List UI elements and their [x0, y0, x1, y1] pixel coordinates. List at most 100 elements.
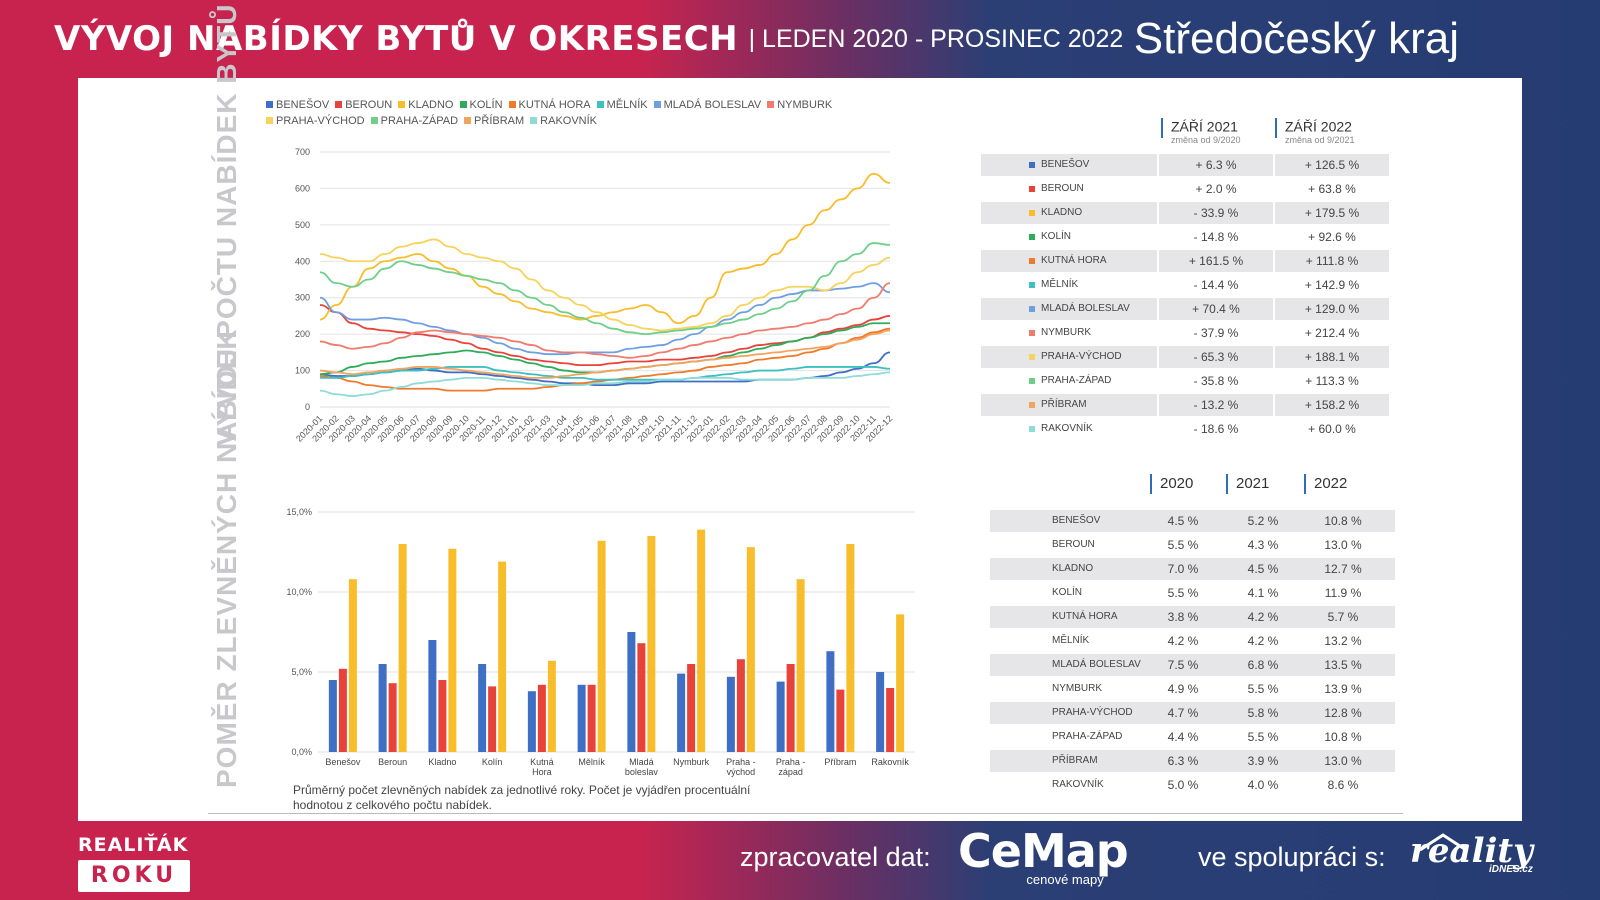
x-tick-label: Praha - [776, 757, 806, 767]
table-row: MLADÁ BOLESLAV 7.5 % 6.8 % 13.5 % [990, 654, 1395, 676]
bar [527, 691, 536, 752]
row-label: PRAHA-VÝCHOD [1052, 707, 1133, 718]
cell-bg [1159, 202, 1273, 224]
row-value: 5.5 % [1247, 730, 1279, 744]
legend-item: KOLÍN [459, 97, 503, 113]
legend-item: BENEŠOV [266, 97, 329, 113]
row-label: MĚLNÍK [1041, 279, 1079, 290]
bar [577, 684, 586, 752]
series-line [319, 327, 891, 392]
row-swatch [1029, 258, 1035, 264]
row-value: + 113.3 % [1305, 374, 1359, 388]
x-tick-label: Kladno [428, 757, 456, 767]
change-table-header: ZÁŘÍ 2021 změna od 9/2020 [1161, 118, 1241, 145]
cell-bg [981, 154, 1157, 176]
bar [876, 672, 885, 752]
table-row: PŘÍBRAM - 13.2 % + 158.2 % [981, 394, 1393, 416]
row-label: KOLÍN [1041, 231, 1072, 242]
row-value: 4.9 % [1167, 682, 1199, 696]
row-value: - 35.8 % [1193, 374, 1239, 388]
row-swatch [1029, 402, 1035, 408]
legend-label: RAKOVNÍK [540, 115, 598, 127]
table-row: MĚLNÍK 4.2 % 4.2 % 13.2 % [990, 630, 1395, 652]
y-tick-label: 300 [295, 293, 310, 303]
bar [886, 688, 895, 752]
header-label: ZÁŘÍ 2022 [1285, 118, 1352, 135]
bar [697, 529, 706, 752]
discount-table-header: 2021 [1226, 474, 1269, 494]
bar-chart-footnote: Průměrný počet zlevněných nabídek za jed… [293, 783, 751, 812]
bar [776, 681, 785, 752]
row-value: 4.7 % [1167, 706, 1199, 720]
change-table-header: ZÁŘÍ 2022 změna od 9/2021 [1275, 118, 1355, 145]
bar [587, 684, 596, 752]
legend-item: KUTNÁ HORA [508, 97, 591, 113]
y-tick-label: 0,0% [291, 747, 312, 757]
row-swatch [1029, 234, 1035, 240]
table-row: RAKOVNÍK 5.0 % 4.0 % 8.6 % [990, 774, 1395, 796]
x-tick-label: Beroun [378, 757, 407, 767]
row-label: BEROUN [1041, 183, 1084, 194]
bar [637, 643, 646, 752]
cell-bg [1159, 250, 1273, 272]
row-label: KUTNÁ HORA [1041, 255, 1107, 266]
bar [348, 579, 357, 752]
row-label: BENEŠOV [1041, 159, 1090, 170]
row-value: 4.3 % [1247, 538, 1279, 552]
bar [398, 544, 407, 752]
bar [448, 548, 457, 752]
x-tick-label: Rakovník [871, 757, 909, 767]
row-label: PŘÍBRAM [1052, 755, 1098, 766]
row-value: 4.1 % [1247, 586, 1279, 600]
bar [428, 640, 437, 752]
row-label: RAKOVNÍK [1041, 423, 1093, 434]
table-row: KOLÍN 5.5 % 4.1 % 11.9 % [990, 582, 1395, 604]
row-value: + 111.8 % [1305, 254, 1359, 268]
x-tick-label: východ [727, 767, 756, 777]
row-value: + 212.4 % [1304, 326, 1360, 340]
row-value: 13.0 % [1324, 538, 1362, 552]
cell-bg [1159, 346, 1273, 368]
legend-item: PRAHA-VÝCHOD [266, 113, 365, 129]
x-tick-label: boleslav [625, 767, 659, 777]
bar [796, 579, 805, 752]
discount-table: 2020 2021 2022 BENEŠOV 4.5 % 5.2 % 10.8 % BEROU… [990, 474, 1395, 800]
cell-bg [1275, 394, 1389, 416]
row-label: PŘÍBRAM [1041, 399, 1087, 410]
legend-swatch [767, 101, 775, 108]
cell-bg [981, 298, 1157, 320]
row-value: 11.9 % [1324, 586, 1362, 600]
series-line [319, 282, 891, 359]
y-tick-label: 10,0% [286, 587, 312, 597]
bar-chart: 0,0% 5,0% 10,0% 15,0% Benešov Beroun Kladno Kol… [286, 507, 915, 777]
table-row: PRAHA-VÝCHOD 4.7 % 5.8 % 12.8 % [990, 702, 1395, 724]
series-line [320, 366, 891, 381]
house-icon [1419, 833, 1467, 852]
legend-item: PRAHA-ZÁPAD [370, 113, 458, 129]
bar [786, 664, 795, 752]
row-swatch [1029, 378, 1035, 384]
page-header: VÝVOJ NABÍDKY BYTŮ V OKRESECH | LEDEN 20… [54, 14, 1500, 74]
y-tick-label: 5,0% [291, 667, 312, 677]
row-label: KLADNO [1052, 563, 1094, 574]
table-row: MLADÁ BOLESLAV + 70.4 % + 129.0 % [981, 298, 1393, 320]
legend-swatch [508, 101, 516, 108]
table-row: NYMBURK - 37.9 % + 212.4 % [981, 322, 1393, 344]
table-row: PRAHA-ZÁPAD - 35.8 % + 113.3 % [981, 370, 1393, 392]
header-label: 2021 [1236, 474, 1270, 492]
legend-item: PŘÍBRAM [464, 113, 524, 129]
row-value: + 70.4 % [1192, 302, 1240, 316]
row-value: + 92.6 % [1308, 230, 1356, 244]
legend-label: NYMBURK [777, 99, 833, 111]
legend-swatch [653, 101, 661, 108]
table-row: PRAHA-ZÁPAD 4.4 % 5.5 % 10.8 % [990, 726, 1395, 748]
table-row: KLADNO - 33.9 % + 179.5 % [981, 202, 1393, 224]
x-tick-label: Hora [532, 767, 552, 777]
legend-label: MLADÁ BOLESLAV [663, 99, 762, 111]
bar [498, 561, 507, 752]
discount-table-header: 2022 [1304, 474, 1347, 494]
row-value: - 18.6 % [1193, 422, 1239, 436]
partner-label: ve spolupráci s: [1198, 842, 1386, 872]
legend-item: NYMBURK [767, 97, 832, 113]
row-value: 6.8 % [1247, 658, 1279, 672]
